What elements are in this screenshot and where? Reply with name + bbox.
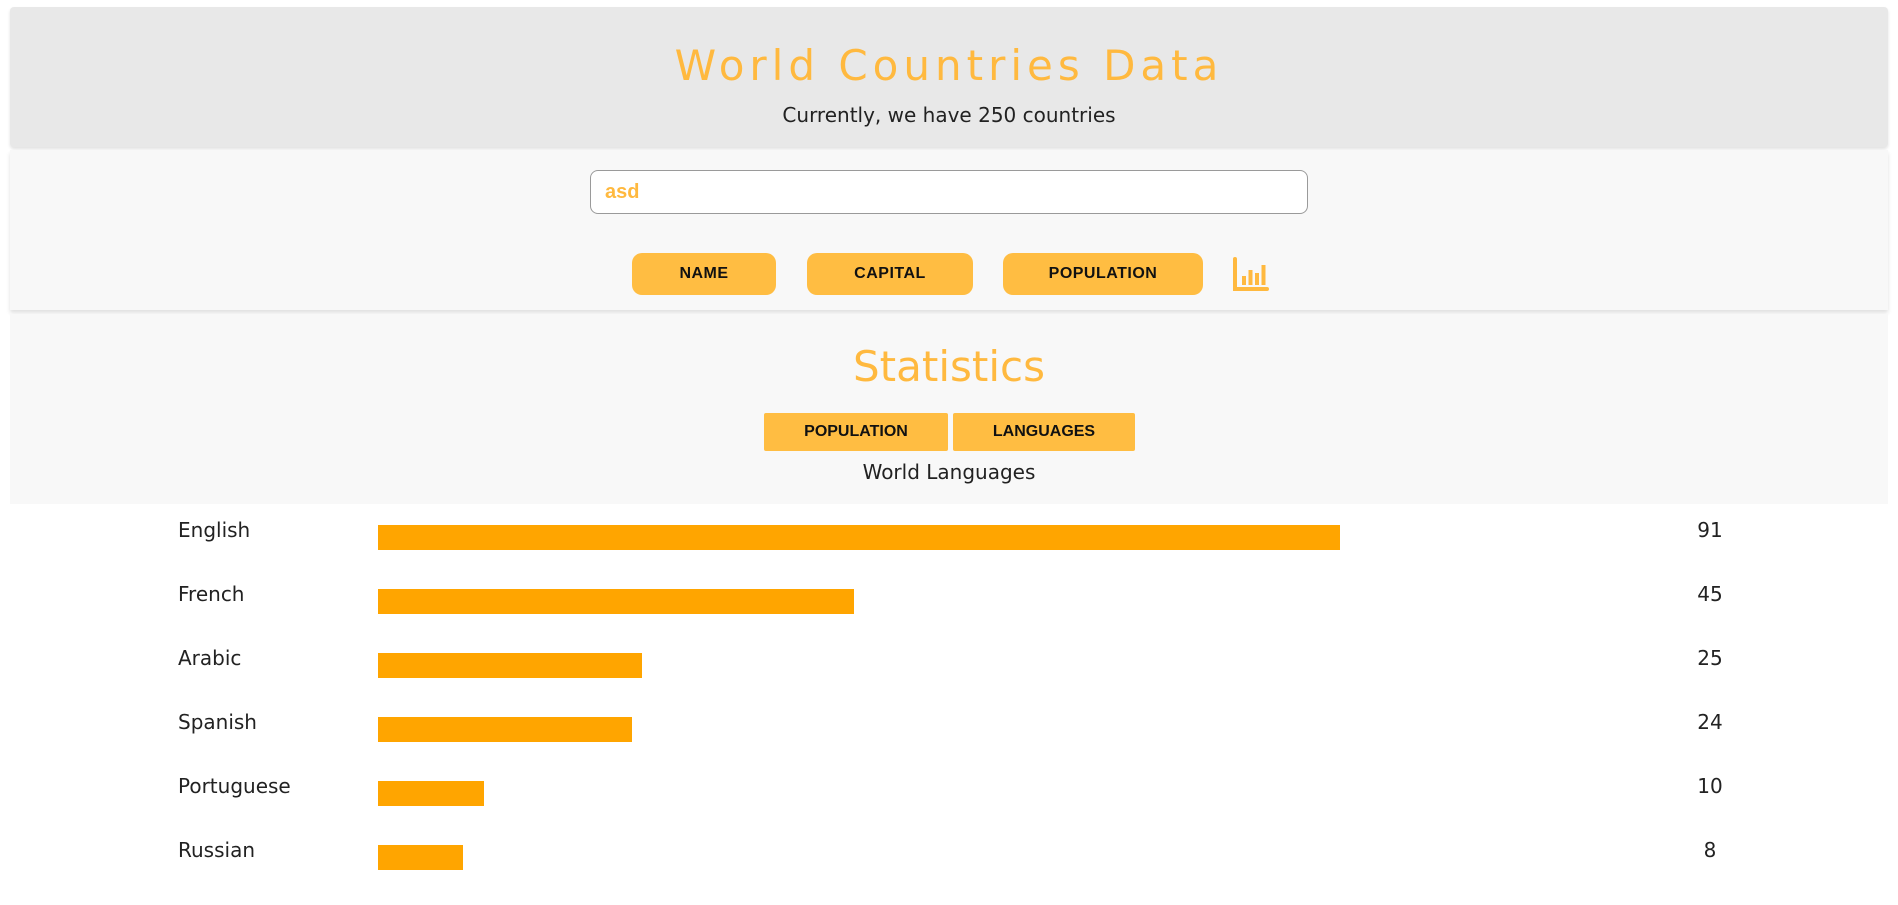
bar [378, 589, 854, 614]
bar-label: Russian [178, 838, 256, 862]
statistics-section: Statistics POPULATION LANGUAGES World La… [10, 314, 1888, 504]
bar-label: Spanish [178, 710, 257, 734]
sort-by-capital-button[interactable]: CAPITAL [807, 253, 973, 295]
controls-panel: NAME CAPITAL POPULATION [10, 150, 1888, 310]
bar-label: French [178, 582, 245, 606]
bar [378, 781, 484, 806]
statistics-title: Statistics [853, 342, 1045, 391]
chart-title: World Languages [862, 460, 1036, 484]
bar-label: Portuguese [178, 774, 291, 798]
chart-row: Arabic 25 [0, 638, 1898, 678]
tab-population[interactable]: POPULATION [764, 413, 948, 451]
chart-row: Russian 8 [0, 830, 1898, 870]
bar [378, 845, 463, 870]
bar-value: 8 [1703, 838, 1717, 862]
bar-value: 25 [1697, 646, 1723, 670]
languages-bar-chart: English 91 French 45 Arabic 25 Spanish 24 Portug… [0, 510, 1898, 905]
chart-row: Portuguese 10 [0, 766, 1898, 806]
chart-row: Spanish 24 [0, 702, 1898, 742]
bar-label: Arabic [178, 646, 242, 670]
bar-value: 24 [1697, 710, 1723, 734]
bar [378, 653, 642, 678]
page-title: World Countries Data [674, 41, 1224, 90]
bar-chart-icon[interactable] [1232, 256, 1270, 292]
bar-value: 10 [1697, 774, 1723, 798]
bar [378, 525, 1340, 550]
chart-row: English 91 [0, 510, 1898, 550]
bar [378, 717, 632, 742]
bar-label: English [178, 518, 251, 542]
search-input[interactable] [590, 170, 1308, 214]
chart-row: French 45 [0, 574, 1898, 614]
bar-value: 45 [1697, 582, 1723, 606]
sort-by-population-button[interactable]: POPULATION [1003, 253, 1203, 295]
country-count-subtitle: Currently, we have 250 countries [782, 103, 1116, 127]
page-header: World Countries Data Currently, we have … [10, 7, 1888, 147]
bar-value: 91 [1697, 518, 1723, 542]
tab-languages[interactable]: LANGUAGES [953, 413, 1135, 451]
sort-by-name-button[interactable]: NAME [632, 253, 776, 295]
